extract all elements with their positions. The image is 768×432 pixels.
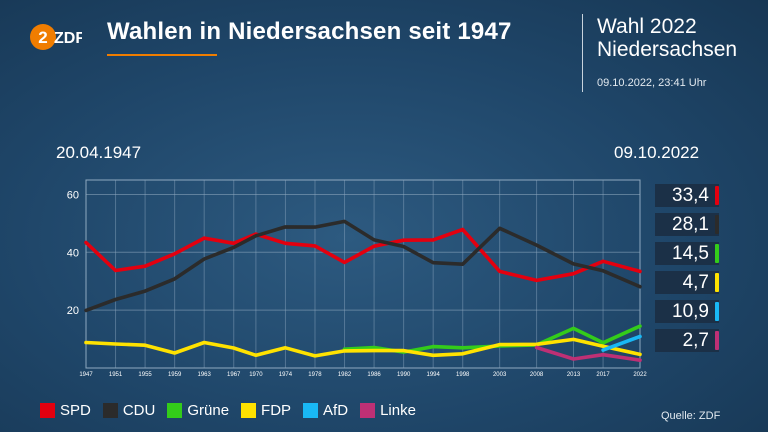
x-tick-label: 1963: [198, 372, 212, 378]
legend-item: SPD: [40, 402, 91, 419]
plot-frame: [85, 179, 641, 369]
result-color-bar: [715, 273, 719, 292]
legend-swatch: [303, 403, 319, 418]
result-box-spd: 33,4: [655, 184, 719, 207]
header-divider: [582, 14, 583, 92]
result-color-bar: [715, 244, 719, 263]
legend-label: AfD: [323, 402, 349, 419]
subtitle-line-1: Wahl 2022: [597, 15, 697, 38]
result-value: 33,4: [672, 185, 709, 206]
result-color-bar: [715, 215, 719, 234]
legend-swatch: [40, 403, 55, 418]
x-tick-label: 2017: [596, 372, 610, 378]
page-title: Wahlen in Niedersachsen seit 1947: [107, 18, 512, 45]
x-tick-label: 1974: [279, 372, 293, 378]
result-box-linke: 2,7: [655, 329, 719, 352]
legend: SPD CDU Grüne FDP AfD Linke: [40, 402, 428, 419]
legend-item: FDP: [241, 402, 291, 419]
legend-label: SPD: [60, 402, 91, 419]
legend-label: Grüne: [187, 402, 230, 419]
legend-swatch: [360, 403, 376, 418]
result-box-afd: 10,9: [655, 300, 719, 323]
result-box-fdp: 4,7: [655, 271, 719, 294]
y-tick-label: 20: [67, 305, 79, 317]
result-value: 4,7: [682, 272, 709, 293]
election-subtitle: Wahl 2022 Niedersachsen: [597, 15, 737, 61]
legend-item: CDU: [102, 402, 156, 419]
zdf-logo: 2 ZDF: [30, 24, 82, 50]
result-box-cdu: 28,1: [655, 213, 719, 236]
series-line-afd: [601, 334, 642, 352]
x-tick-label: 1998: [456, 372, 470, 378]
y-tick-label: 60: [67, 189, 79, 201]
x-tick-label: 1959: [168, 372, 182, 378]
subtitle-line-2: Niedersachsen: [597, 38, 738, 61]
legend-label: CDU: [122, 402, 156, 419]
x-tick-label: 2013: [567, 372, 581, 378]
logo-text: ZDF: [54, 30, 82, 47]
y-tick-label: 40: [67, 247, 79, 259]
legend-swatch: [102, 403, 118, 418]
series-line-cdu: [84, 219, 642, 313]
result-box-gruene: 14,5: [655, 242, 719, 265]
legend-item: Grüne: [167, 402, 229, 419]
legend-item: AfD: [303, 402, 348, 419]
x-tick-label: 1994: [426, 372, 440, 378]
x-tick-label: 1990: [397, 372, 411, 378]
legend-label: FDP: [261, 402, 292, 419]
x-tick-label: 2022: [633, 372, 647, 378]
result-value: 2,7: [682, 330, 709, 351]
result-color-bar: [715, 331, 719, 350]
title-underline: [107, 54, 217, 56]
date-start: 20.04.1947: [56, 143, 142, 162]
x-tick-label: 1986: [367, 372, 381, 378]
x-tick-label: 2008: [530, 372, 544, 378]
x-tick-label: 1978: [308, 372, 322, 378]
series-line-linke: [534, 345, 642, 363]
timestamp: 09.10.2022, 23:41 Uhr: [597, 77, 707, 89]
x-tick-label: 1967: [227, 372, 241, 378]
result-value: 28,1: [672, 214, 709, 235]
x-tick-label: 1982: [338, 372, 352, 378]
x-tick-label: 1970: [249, 372, 263, 378]
legend-item: Linke: [360, 402, 416, 419]
result-color-bar: [715, 302, 719, 321]
series-line-spd: [84, 227, 642, 283]
result-value: 14,5: [672, 243, 709, 264]
legend-label: Linke: [380, 402, 416, 419]
source-note: Quelle: ZDF: [661, 410, 721, 422]
x-tick-label: 1955: [138, 372, 152, 378]
x-tick-label: 1951: [109, 372, 123, 378]
x-tick-label: 2003: [493, 372, 507, 378]
result-color-bar: [715, 186, 719, 205]
svg-text:2: 2: [38, 28, 47, 47]
legend-swatch: [167, 403, 183, 418]
date-end: 09.10.2022: [614, 143, 700, 162]
x-tick-label: 1947: [79, 372, 93, 378]
legend-swatch: [241, 403, 257, 418]
result-value: 10,9: [672, 301, 709, 322]
series-line-fdp: [84, 337, 642, 358]
